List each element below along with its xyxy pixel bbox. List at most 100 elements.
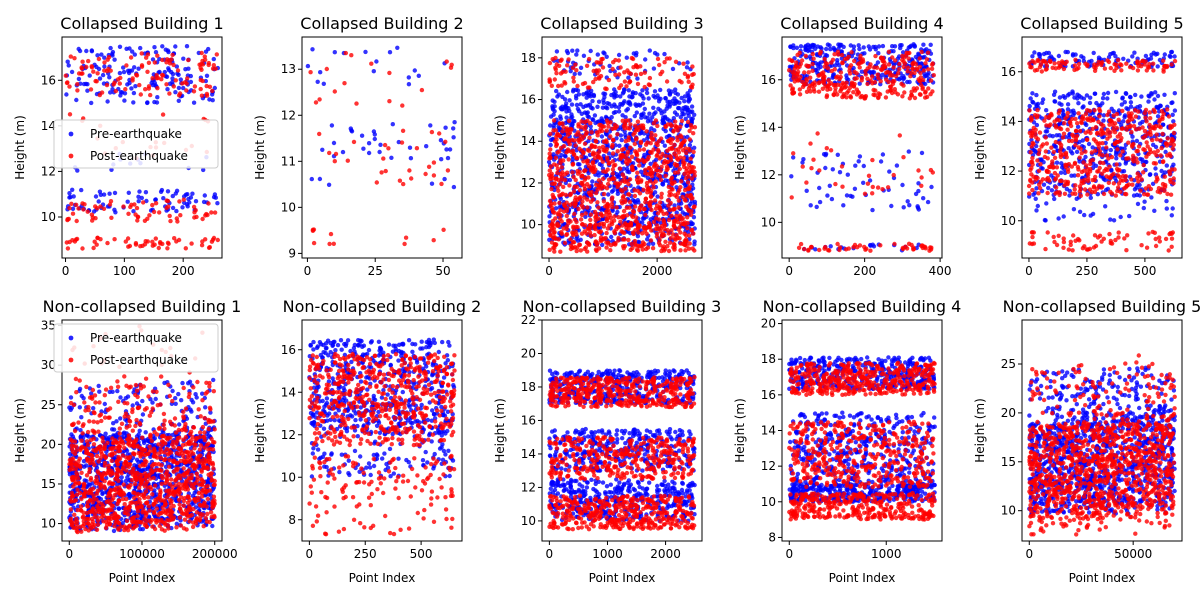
data-point [1076,61,1082,67]
data-point [590,160,595,166]
data-point [627,205,632,210]
data-point [199,50,204,56]
data-point [1058,149,1063,154]
data-point [590,98,595,104]
data-point [1086,141,1092,147]
data-point [1170,100,1175,105]
data-point [1136,179,1141,184]
data-point [1054,160,1060,165]
data-point [79,71,84,76]
data-point [1137,126,1142,131]
data-point [1051,234,1056,240]
data-point [1120,149,1125,154]
data-point [1033,175,1039,180]
data-point [548,131,553,137]
data-point [91,69,96,74]
data-point [651,164,657,169]
data-point [137,82,142,88]
data-point [608,248,613,253]
data-point [1128,104,1134,109]
data-point [623,159,629,165]
data-point [340,149,346,155]
data-point [841,203,846,208]
data-point [1064,59,1069,64]
data-point [1060,60,1066,65]
data-point [1079,54,1084,59]
data-point [794,45,800,50]
data-point [91,209,97,214]
data-point [97,92,103,98]
data-point [126,211,131,216]
data-point [634,50,639,56]
data-point [1037,130,1043,135]
data-point [1153,166,1158,171]
data-point [575,156,580,161]
data-point [817,185,822,191]
data-point [1130,153,1136,158]
data-point [658,168,663,174]
data-point [1108,147,1114,153]
data-point [637,124,642,130]
data-point [1122,236,1127,241]
legend-marker [68,153,74,159]
data-point [1164,198,1169,204]
data-point [630,161,636,166]
data-point [685,91,690,96]
data-point [675,135,680,140]
data-point [1093,243,1099,249]
data-point [632,188,637,193]
data-point [583,124,588,129]
data-point [1113,237,1118,243]
data-point [1082,187,1088,192]
data-point [1027,130,1033,136]
data-point [131,90,137,96]
data-point [154,100,160,105]
data-point [616,52,622,58]
data-point [659,195,664,200]
data-point [191,204,197,210]
data-point [931,73,936,78]
data-point [1075,96,1080,101]
data-point [639,115,644,120]
data-point [692,125,698,130]
data-point [826,83,831,89]
data-point [205,212,210,218]
y-tick-label: 12 [1001,164,1016,178]
data-point [613,109,618,115]
data-point [1071,112,1076,118]
data-point [636,175,641,180]
data-point [1069,116,1075,122]
data-point [851,84,857,89]
data-point [799,58,805,63]
data-point [636,230,641,235]
data-point [1038,62,1044,67]
data-point [1122,100,1128,105]
data-point [619,137,624,143]
data-point [570,65,576,71]
data-point [678,248,683,253]
data-point [74,202,79,207]
data-point [604,118,610,123]
data-point [794,60,799,65]
data-point [588,217,593,223]
data-point [578,195,583,200]
data-point [640,247,645,252]
data-point [201,167,206,173]
data-point [585,226,590,232]
data-point [668,235,674,241]
data-point [604,186,610,191]
data-point [875,60,881,65]
data-point [552,229,557,235]
data-point [564,213,569,219]
data-point [610,151,616,156]
data-point [656,139,662,144]
data-point [600,176,606,182]
data-point [899,43,904,48]
data-point [1101,91,1107,97]
data-point [689,209,694,214]
data-point [815,131,820,136]
data-point [570,157,575,162]
data-point [678,114,683,120]
data-point [872,80,878,85]
data-point [911,42,916,47]
